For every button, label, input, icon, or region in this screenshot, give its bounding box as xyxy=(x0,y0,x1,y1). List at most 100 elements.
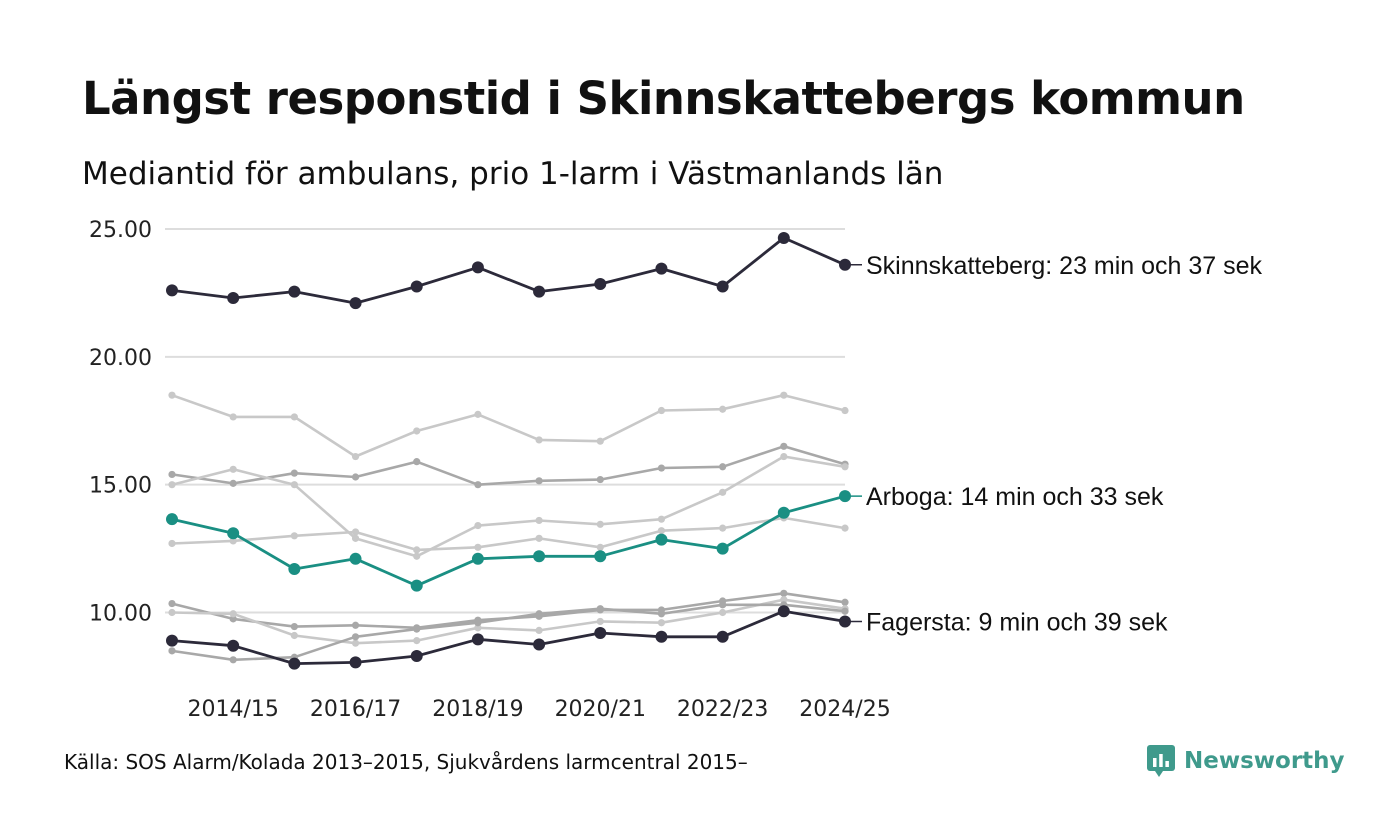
y-axis: 10.00 15.00 20.00 25.00 xyxy=(89,218,152,627)
data-point xyxy=(657,464,666,472)
data-point xyxy=(471,552,484,565)
data-point xyxy=(780,442,788,450)
data-point xyxy=(594,277,607,290)
data-point xyxy=(349,552,362,565)
data-point xyxy=(349,656,362,669)
data-point xyxy=(290,413,298,421)
data-point xyxy=(413,458,421,466)
data-point xyxy=(229,465,237,473)
y-tick-label: 20.00 xyxy=(89,346,152,371)
data-point xyxy=(535,610,543,618)
data-point xyxy=(777,506,790,519)
data-point xyxy=(288,657,301,670)
series-line xyxy=(171,598,846,645)
x-tick-label: 2024/25 xyxy=(799,697,890,722)
data-point xyxy=(780,452,788,461)
series-line xyxy=(171,516,846,552)
x-tick-label: 2018/19 xyxy=(432,697,523,722)
data-point xyxy=(168,647,176,655)
series-serie-g xyxy=(168,601,849,664)
data-point xyxy=(168,608,176,617)
data-point xyxy=(716,280,729,293)
data-point xyxy=(474,619,482,627)
series-serie-a xyxy=(168,391,849,461)
data-point xyxy=(716,542,729,555)
data-point xyxy=(596,437,604,445)
series-line xyxy=(171,603,846,662)
data-point xyxy=(474,521,482,530)
series-labels: Fagersta: 9 min och 39 sek Arboga: 14 min… xyxy=(845,252,1263,636)
data-point xyxy=(535,477,543,485)
data-point xyxy=(719,608,727,617)
x-tick-label: 2016/17 xyxy=(310,697,401,722)
series-arboga xyxy=(166,490,851,592)
series-skinnskatteberg xyxy=(166,231,851,310)
series-line xyxy=(171,236,846,305)
grid-layer xyxy=(165,228,845,614)
data-point xyxy=(596,617,604,626)
data-point xyxy=(351,534,360,542)
series-serie-d xyxy=(168,514,849,554)
data-point xyxy=(288,285,301,298)
data-point xyxy=(535,436,543,444)
data-point xyxy=(413,637,421,645)
data-point xyxy=(596,475,604,484)
data-point xyxy=(657,619,666,627)
y-tick-label: 25.00 xyxy=(89,218,152,243)
line-chart: 10.00 15.00 20.00 25.00 2014/15 2016/17 2018/… xyxy=(89,218,1263,722)
data-point xyxy=(410,280,423,293)
data-point xyxy=(351,633,360,641)
data-point xyxy=(655,533,668,546)
data-point xyxy=(535,534,543,542)
data-point xyxy=(655,630,668,643)
data-point xyxy=(716,630,729,643)
data-point xyxy=(841,406,849,415)
data-point xyxy=(413,427,421,435)
series-serie-c xyxy=(168,452,849,560)
data-point xyxy=(290,631,298,640)
series-serie-b xyxy=(168,442,849,489)
data-point xyxy=(533,638,546,651)
data-point xyxy=(780,596,788,604)
data-point xyxy=(719,524,727,532)
data-point xyxy=(596,605,604,613)
series-line xyxy=(171,609,846,665)
series-line xyxy=(171,494,846,588)
data-point xyxy=(719,601,727,609)
series-end-label: Arboga: 14 min och 33 sek xyxy=(866,483,1164,511)
data-point xyxy=(229,610,237,618)
data-point xyxy=(841,463,849,471)
data-point xyxy=(841,598,849,606)
series-end-label: Fagersta: 9 min och 39 sek xyxy=(866,608,1168,636)
data-point xyxy=(719,488,727,496)
data-point xyxy=(533,550,546,563)
data-point xyxy=(471,261,484,274)
data-point xyxy=(290,481,298,489)
data-point xyxy=(474,543,482,551)
data-point xyxy=(166,513,178,526)
data-point xyxy=(168,599,176,608)
x-tick-label: 2014/15 xyxy=(187,697,278,722)
data-point xyxy=(166,284,178,297)
data-point xyxy=(229,413,237,421)
brand-name: Newsworthy xyxy=(1184,748,1345,774)
series-line xyxy=(171,591,846,630)
data-point xyxy=(351,452,360,461)
series-serie-f xyxy=(168,596,849,647)
data-point xyxy=(166,634,178,647)
data-point xyxy=(168,481,176,489)
brand-logo[interactable]: Newsworthy xyxy=(1146,744,1345,778)
data-point xyxy=(410,649,423,662)
series-line xyxy=(171,444,846,487)
data-point xyxy=(413,625,421,633)
data-point xyxy=(471,633,484,646)
data-point xyxy=(596,520,604,528)
data-point xyxy=(227,527,240,540)
data-point xyxy=(657,515,666,523)
data-point xyxy=(290,622,298,631)
data-point xyxy=(657,406,666,415)
data-point xyxy=(780,589,788,597)
data-point xyxy=(229,615,237,623)
data-point xyxy=(229,537,237,545)
data-point xyxy=(777,605,790,618)
